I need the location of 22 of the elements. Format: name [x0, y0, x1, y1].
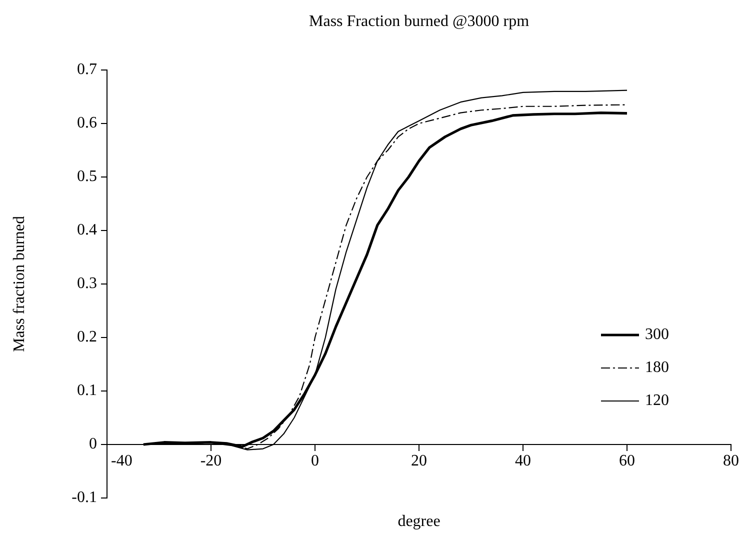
x-tick-label: -40 — [111, 452, 132, 470]
y-tick-label: 0 — [89, 436, 97, 453]
x-tick-label: -20 — [200, 452, 222, 470]
y-tick-label: 0.5 — [77, 168, 97, 186]
y-axis-title: Mass fraction burned — [11, 216, 28, 352]
y-tick-label: 0.3 — [77, 275, 97, 292]
x-tick-label: 60 — [619, 452, 635, 470]
y-tick-label: 0.4 — [77, 222, 97, 239]
chart-title: Mass Fraction burned @3000 rpm — [308, 13, 530, 30]
x-tick-label: 40 — [515, 452, 531, 470]
x-tick-label: 80 — [723, 452, 739, 470]
y-tick-label: 0.2 — [77, 328, 97, 346]
legend-label: 300 — [645, 326, 669, 344]
legend-label: 180 — [645, 359, 669, 376]
y-tick-label: -0.1 — [72, 489, 97, 506]
legend-label: 120 — [645, 392, 669, 410]
x-tick-label: 20 — [411, 452, 427, 470]
y-tick-label: 0.1 — [77, 382, 97, 400]
x-axis-title: degree — [398, 513, 440, 530]
y-tick-label: 0.7 — [77, 61, 97, 78]
x-tick-label: 0 — [311, 452, 319, 470]
y-tick-label: 0.6 — [77, 114, 97, 132]
